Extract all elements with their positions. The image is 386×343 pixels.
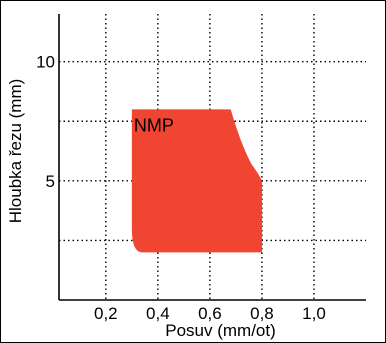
axis-labels: Posuv (mm/ot) Hloubka řezu (mm) — [6, 79, 276, 340]
region-nmp — [131, 109, 262, 253]
axes — [58, 14, 366, 301]
regions: NMP — [131, 109, 262, 253]
x-tick-label: 0,4 — [146, 304, 170, 323]
y-tick-label: 10 — [36, 53, 55, 72]
y-tick-label: 5 — [46, 172, 55, 191]
x-axis-label: Posuv (mm/ot) — [165, 321, 276, 340]
x-tick-label: 0,8 — [250, 304, 274, 323]
tick-labels: 0,2 0,4 0,6 0,8 1,0 5 10 — [36, 53, 326, 323]
x-tick-label: 0,2 — [94, 304, 118, 323]
x-tick-label: 1,0 — [302, 304, 326, 323]
x-tick-label: 0,6 — [198, 304, 222, 323]
y-axis-label: Hloubka řezu (mm) — [6, 79, 25, 224]
region-label: NMP — [134, 115, 174, 135]
